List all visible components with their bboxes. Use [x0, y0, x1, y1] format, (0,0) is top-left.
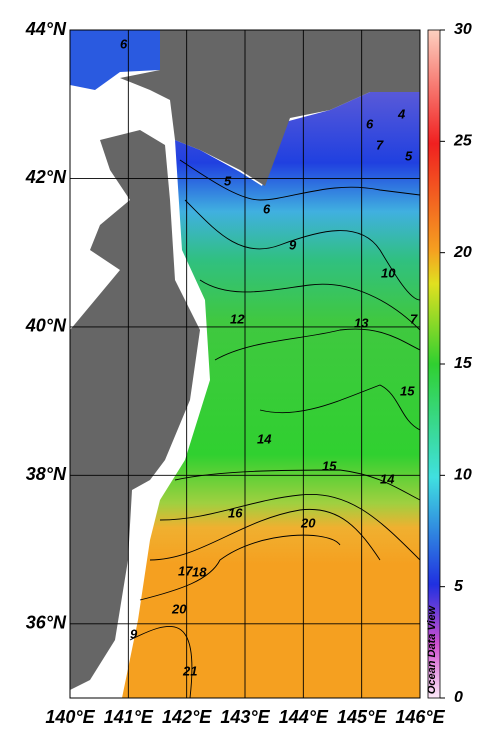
contour-label: 12 — [230, 311, 245, 326]
x-tick-label: 142°E — [162, 707, 212, 727]
contour-label: 15 — [322, 458, 337, 473]
contour-label: 14 — [380, 471, 395, 486]
contour-label: 16 — [228, 505, 243, 520]
map-frame — [69, 29, 421, 699]
contour-label: 15 — [400, 383, 415, 398]
y-tick-label: 40°N — [25, 316, 67, 336]
y-tick-label: 38°N — [26, 464, 67, 484]
contour — [184, 199, 420, 301]
contour-label: 18 — [192, 564, 207, 579]
x-tick-label: 143°E — [220, 707, 270, 727]
colorbar-tick-label: 30 — [454, 21, 472, 38]
contour — [259, 384, 420, 431]
ocean-field — [122, 92, 420, 698]
ocean-field — [70, 30, 165, 90]
x-tick-label: 145°E — [337, 707, 387, 727]
contour-label: 7 — [410, 311, 418, 326]
contour-label: 9 — [130, 626, 138, 641]
x-tick-label: 146°E — [395, 707, 445, 727]
contour — [199, 279, 420, 331]
colorbar-tick-label: 20 — [453, 244, 472, 261]
land — [120, 30, 420, 186]
contour — [149, 508, 381, 561]
contour-label: 6 — [263, 201, 271, 216]
contour-label: 20 — [300, 515, 316, 530]
x-tick-label: 140°E — [45, 707, 95, 727]
colorbar-tick-label: 0 — [454, 689, 463, 706]
contour-label: 5 — [224, 173, 232, 188]
x-tick-label: 144°E — [279, 707, 329, 727]
contour-label: 20 — [171, 601, 187, 616]
colorbar — [427, 29, 441, 699]
contour-label: 21 — [182, 663, 197, 678]
contour-label: 7 — [376, 137, 384, 152]
contour-label: 5 — [405, 148, 413, 163]
land — [70, 130, 200, 690]
colorbar-tick-label: 5 — [454, 578, 464, 595]
contour — [129, 625, 193, 698]
axes: 140°E 141°E 142°E 143°E 144°E 145°E 146°E 44°N 4… — [25, 19, 473, 727]
contour-labels: 6 4 6 7 5 5 6 9 10 7 13 12 15 14 15 14 1… — [120, 36, 418, 678]
contour — [179, 159, 420, 201]
colorbar-tick-label: 10 — [454, 467, 472, 484]
x-tick-label: 141°E — [104, 707, 154, 727]
contour — [174, 469, 420, 501]
contour-label: 10 — [381, 265, 396, 280]
contour-label: 13 — [354, 315, 369, 330]
watermark: Ocean Data View — [426, 604, 438, 694]
contour — [159, 494, 420, 561]
contour-label: 6 — [120, 36, 128, 51]
contour — [139, 534, 341, 601]
y-tick-label: 36°N — [26, 613, 67, 633]
colorbar-tick-label: 15 — [454, 355, 473, 372]
contour-label: 14 — [257, 431, 272, 446]
map-area: 6 4 6 7 5 5 6 9 10 7 13 12 15 14 15 14 1… — [70, 30, 420, 698]
contour-label: 4 — [397, 106, 406, 121]
contour-label: 6 — [366, 116, 374, 131]
contour-label: 9 — [289, 237, 297, 252]
y-tick-label: 42°N — [25, 167, 67, 187]
contour-label: 17 — [178, 563, 193, 578]
colorbar-tick-label: 25 — [453, 133, 473, 150]
graticule — [70, 30, 420, 698]
contour — [214, 328, 420, 361]
y-tick-label: 44°N — [25, 19, 67, 39]
